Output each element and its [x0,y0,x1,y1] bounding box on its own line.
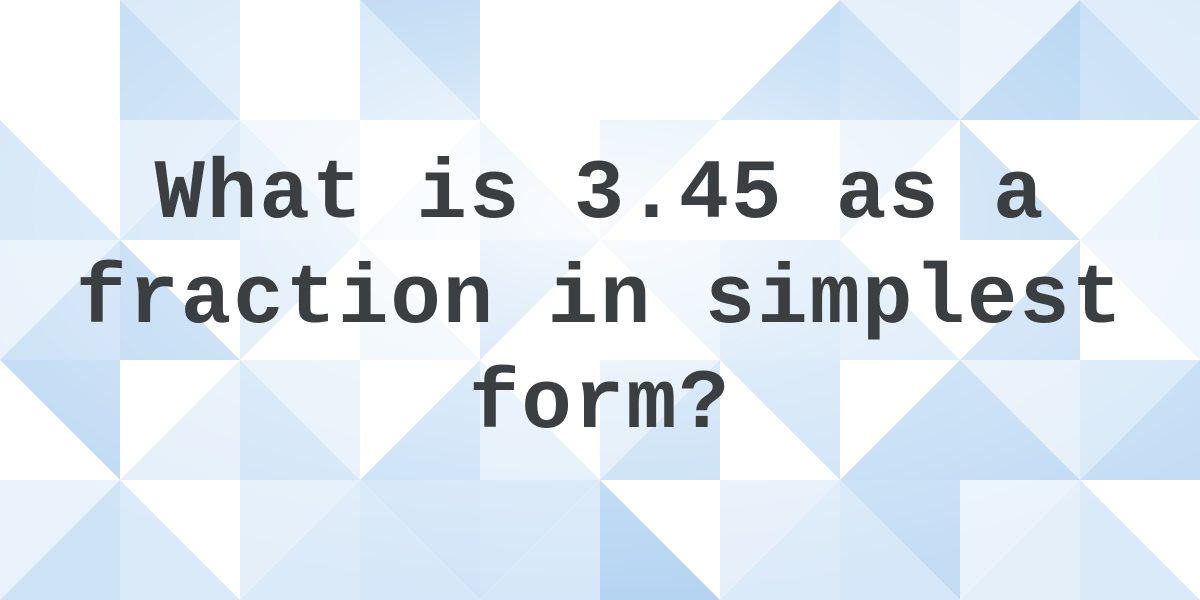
page-title: What is 3.45 as a fraction in simplest f… [0,143,1200,458]
